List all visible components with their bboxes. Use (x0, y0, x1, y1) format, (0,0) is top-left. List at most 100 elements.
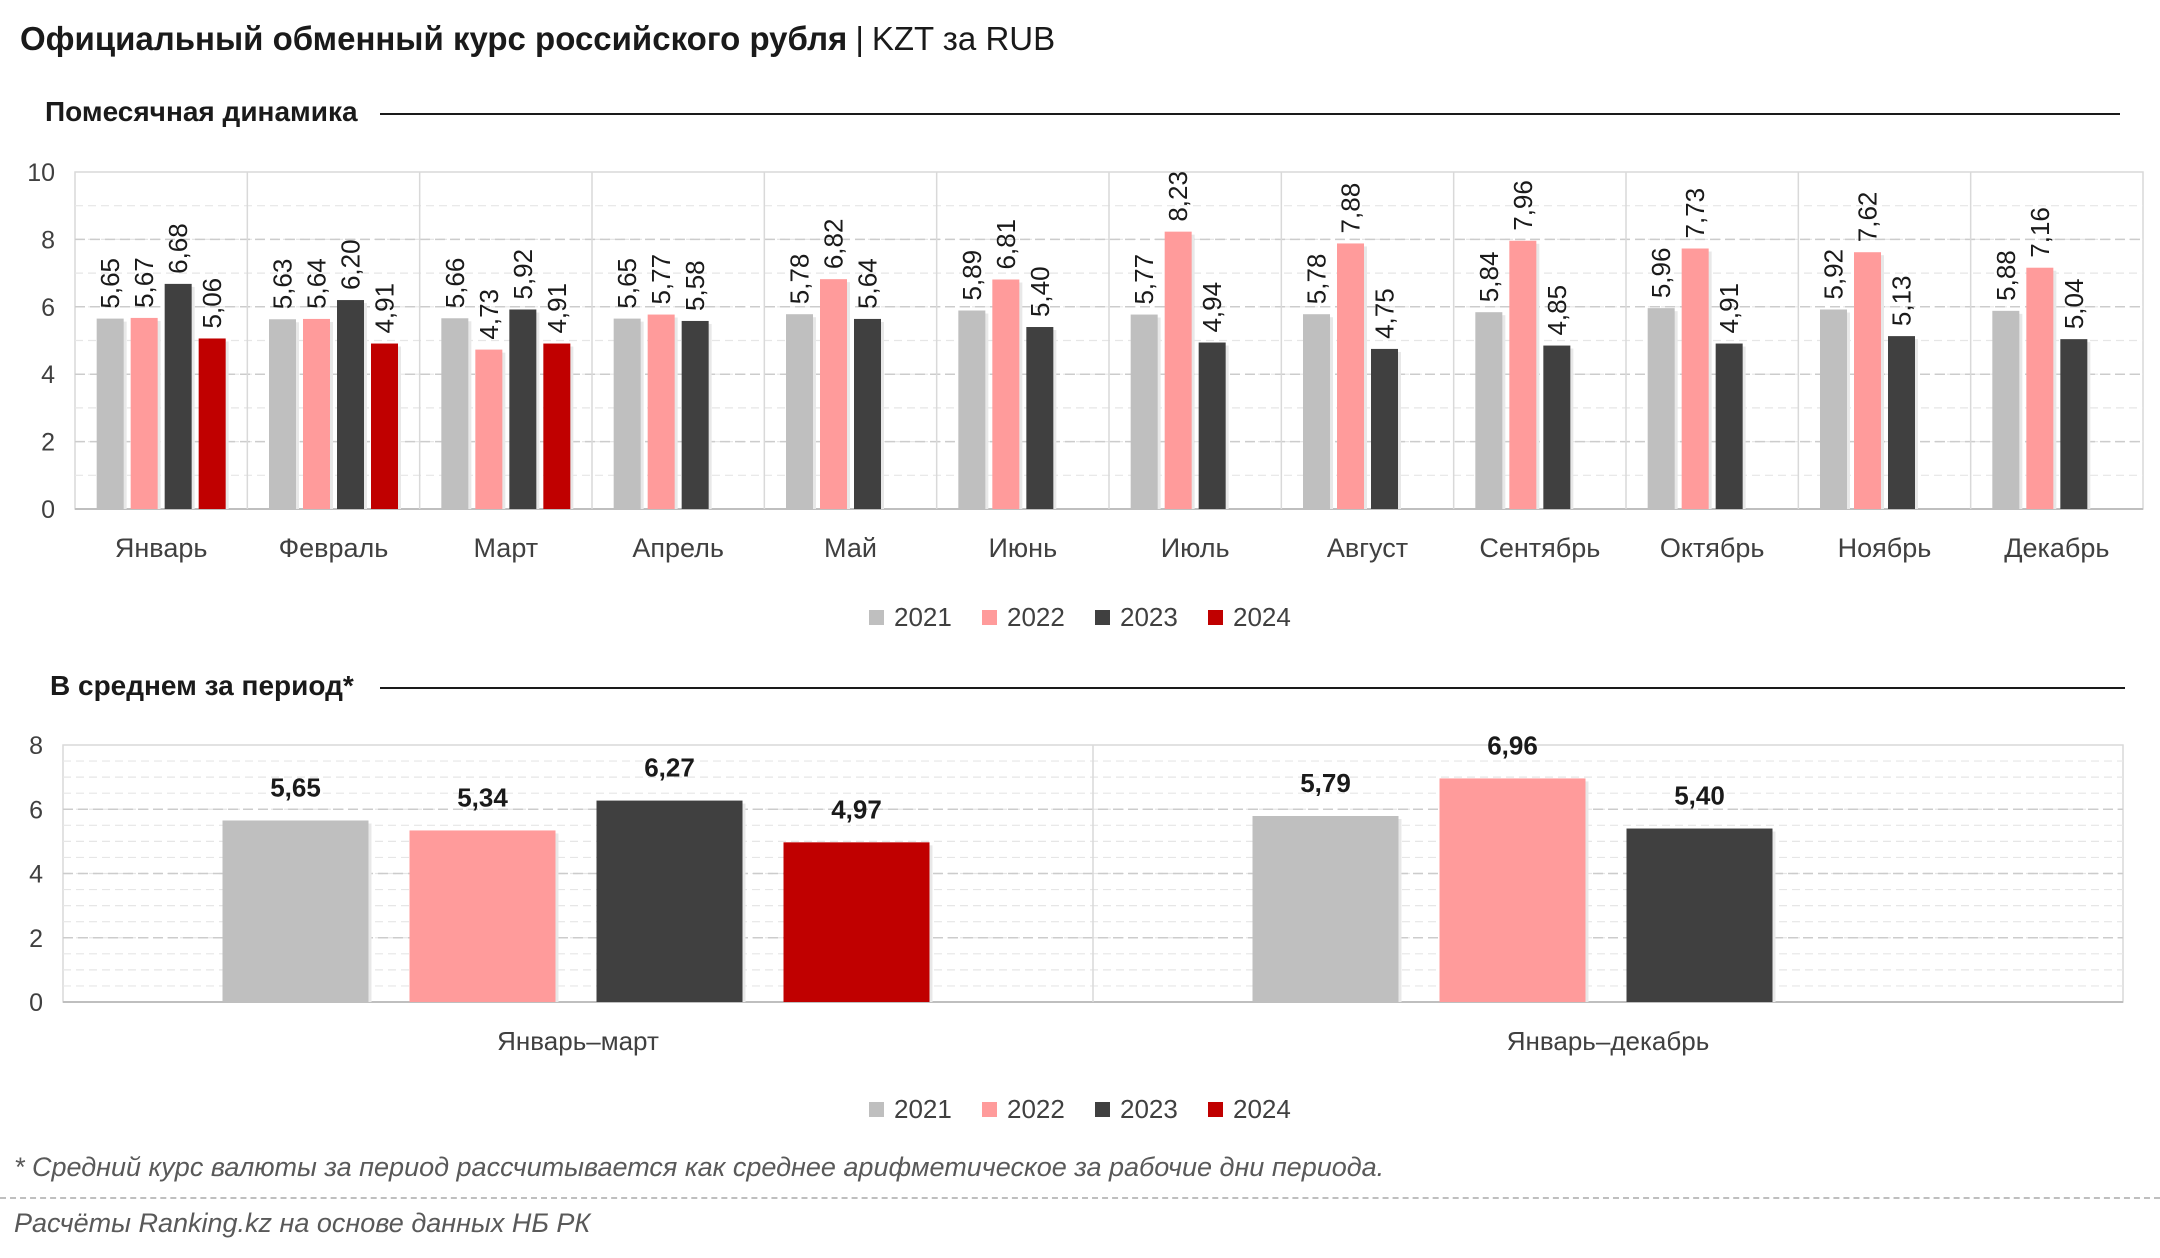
bar-2021-3 (441, 318, 469, 509)
bar-2021-11 (1820, 309, 1847, 509)
chart2-y-tick-label: 2 (29, 925, 43, 953)
bar-2022-5 (820, 279, 847, 509)
data-label-2022: 6,81 (991, 219, 1021, 270)
source-note: Расчёты Ranking.kz на основе данных НБ Р… (14, 1208, 591, 1238)
data-label-2021: 5,84 (1474, 252, 1504, 303)
bar-2023-1 (596, 800, 743, 1002)
data-label-2021: 5,66 (440, 258, 470, 309)
data-label-2023: 6,20 (336, 239, 366, 290)
data-label-2023: 4,91 (1714, 283, 1744, 334)
data-label-2023: 4,94 (1197, 282, 1227, 333)
data-label-2021: 5,92 (1819, 249, 1849, 300)
category-label: Февраль (279, 533, 389, 563)
category-label: Май (824, 533, 877, 563)
data-label-2021: 5,79 (1300, 768, 1351, 798)
bar-2022-11 (1854, 252, 1881, 509)
bar-2022-2 (303, 318, 330, 509)
legend-label-2023: 2023 (1120, 1094, 1178, 1124)
data-label-2021: 5,65 (270, 772, 321, 802)
legend-label-2024: 2024 (1233, 602, 1291, 632)
data-label-2022: 5,77 (646, 254, 676, 305)
bar-2023-3 (509, 309, 537, 509)
bar-2023-2 (337, 300, 364, 509)
data-label-2021: 5,65 (95, 258, 125, 309)
bar-2023-2 (1626, 828, 1773, 1002)
legend-label-2024: 2024 (1233, 1094, 1291, 1124)
main-title-text: Официальный обменный курс российского ру… (20, 20, 848, 57)
category-label: Июнь (989, 533, 1058, 563)
bar-2022-12 (2026, 267, 2054, 509)
chart1-y-tick-label: 6 (41, 294, 55, 322)
bar-2023-4 (681, 320, 709, 509)
category-label: Октябрь (1660, 533, 1765, 563)
monthly-section-rule (380, 113, 2120, 115)
legend-swatch-2024 (1208, 610, 1223, 625)
bar-2024-3 (543, 343, 571, 509)
bar-2022-8 (1337, 243, 1364, 509)
data-label-2022: 7,88 (1336, 183, 1366, 234)
bar-2023-9 (1543, 345, 1571, 509)
category-label: Ноябрь (1838, 533, 1932, 563)
data-label-2021: 5,63 (268, 259, 298, 310)
bar-2023-12 (2060, 339, 2088, 509)
category-label: Январь–декабрь (1507, 1026, 1710, 1056)
data-label-2023: 5,40 (1025, 266, 1055, 317)
bar-2023-10 (1715, 343, 1743, 509)
legend-swatch-2022 (982, 1102, 997, 1117)
bar-2024-2 (371, 343, 398, 509)
bar-2022-7 (1164, 231, 1192, 510)
data-label-2024: 4,91 (370, 283, 400, 334)
title-separator: | (855, 20, 864, 57)
data-label-2021: 5,77 (1129, 254, 1159, 305)
bar-2022-6 (992, 279, 1020, 509)
data-label-2023: 4,85 (1542, 285, 1572, 336)
chart1-y-tick-label: 0 (41, 496, 55, 524)
legend-swatch-2021 (869, 1102, 884, 1117)
bar-2021-5 (786, 314, 813, 509)
bar-2024-1 (198, 338, 226, 509)
chart2-y-tick-label: 6 (29, 796, 43, 824)
category-label: Сентябрь (1479, 533, 1600, 563)
bar-2023-8 (1371, 348, 1398, 509)
legend-label-2021: 2021 (894, 602, 952, 632)
chart1-y-tick-label: 8 (41, 226, 55, 254)
data-label-2021: 5,96 (1646, 248, 1676, 299)
data-label-2022: 7,16 (2025, 207, 2055, 258)
average-section-rule (380, 687, 2125, 689)
bar-2023-6 (1026, 327, 1054, 509)
average-section-title: В среднем за период* (50, 670, 362, 702)
main-title: Официальный обменный курс российского ру… (20, 20, 1055, 58)
legend-label-2021: 2021 (894, 1094, 952, 1124)
bar-2023-11 (1888, 336, 1915, 509)
category-label: Март (474, 533, 539, 563)
bar-2023-7 (1198, 342, 1226, 509)
bar-2024-1 (783, 842, 930, 1002)
bar-2021-7 (1130, 314, 1158, 509)
data-label-2022: 7,62 (1853, 192, 1883, 243)
legend-label-2022: 2022 (1007, 1094, 1065, 1124)
data-label-2021: 5,78 (785, 254, 815, 305)
data-label-2023: 5,40 (1674, 781, 1725, 811)
data-label-2023: 5,92 (508, 249, 538, 300)
data-label-2023: 5,58 (680, 260, 710, 311)
bar-2021-1 (222, 820, 369, 1002)
data-label-2021: 5,65 (612, 258, 642, 309)
category-label: Апрель (632, 533, 724, 563)
bar-2022-4 (647, 314, 675, 509)
category-label: Январь (115, 533, 208, 563)
bar-2022-1 (409, 830, 556, 1002)
bar-2021-2 (1252, 815, 1399, 1002)
chart2-y-tick-label: 4 (29, 861, 43, 889)
legend-swatch-2024 (1208, 1102, 1223, 1117)
data-label-2023: 4,75 (1370, 288, 1400, 339)
footer-divider (0, 1197, 2160, 1199)
data-label-2024: 4,91 (542, 283, 572, 334)
data-label-2023: 6,68 (163, 223, 193, 274)
bar-2021-9 (1475, 312, 1503, 509)
chart2-y-tick-label: 0 (29, 989, 43, 1017)
legend-swatch-2023 (1095, 610, 1110, 625)
data-label-2021: 5,89 (957, 250, 987, 301)
data-label-2022: 5,64 (302, 258, 332, 309)
title-unit: KZT за RUB (871, 20, 1056, 57)
